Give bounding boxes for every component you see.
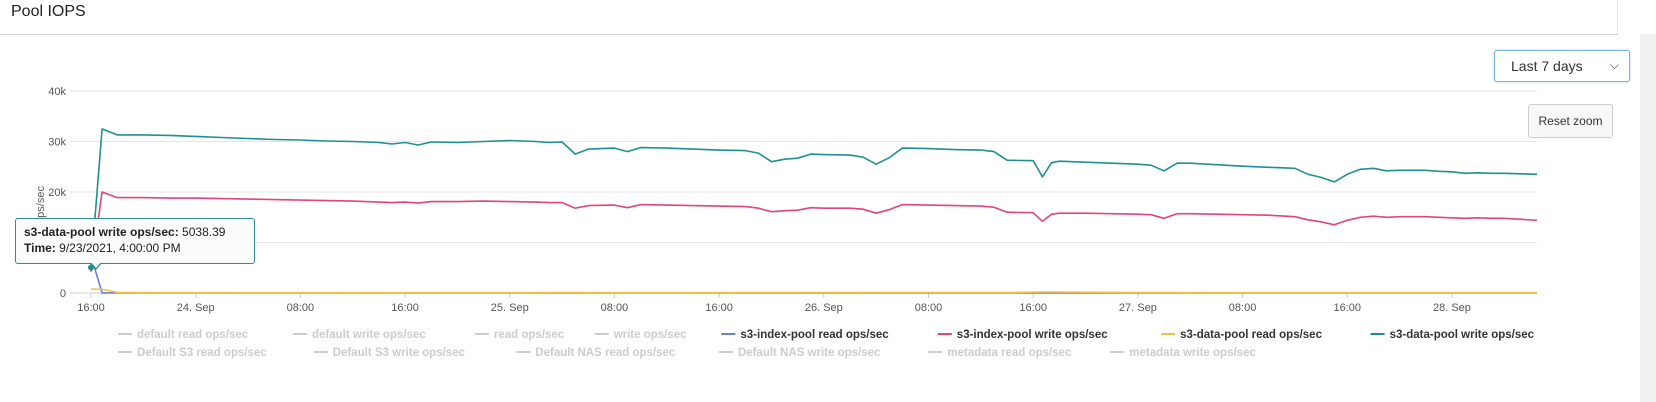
panel-title: Pool IOPS [11, 3, 86, 20]
x-tick-label: 24. Sep [177, 302, 215, 314]
chart-grid [70, 90, 1537, 294]
vertical-scrollbar[interactable] [1640, 34, 1656, 402]
y-tick-label: 20k [48, 187, 66, 199]
x-tick-label: 08:00 [287, 302, 315, 314]
y-tick-label: 30k [48, 137, 66, 149]
legend-item: Default NAS read ops/sec [535, 347, 676, 359]
panel-divider [1617, 0, 1618, 34]
time-range-select[interactable]: Last 7 days ⌵ [1494, 50, 1630, 82]
x-axis-ticks: 16:00 24. Sep 08:00 16:00 25. Sep 08:00 16:00 2… [77, 293, 1471, 314]
series-line [90, 128, 1538, 268]
chart-legend: default read ops/sec default write ops/se… [118, 329, 1535, 359]
tooltip-time-label: Time: [24, 241, 56, 255]
x-tick-label: 16:00 [391, 302, 419, 314]
legend-item: s3-index-pool read ops/sec [740, 329, 889, 341]
y-axis-label: ops/sec [35, 186, 47, 224]
x-tick-label: 08:00 [915, 302, 943, 314]
reset-zoom-button[interactable]: Reset zoom [1528, 104, 1613, 138]
chart-tooltip: s3-data-pool write ops/sec: 5038.39 Time… [15, 218, 255, 264]
legend-item: Default S3 read ops/sec [137, 347, 267, 359]
y-axis-ticks: 010k20k30k40k [48, 86, 66, 300]
y-tick-label: 40k [48, 86, 66, 98]
tooltip-value-line: s3-data-pool write ops/sec: 5038.39 [24, 224, 246, 240]
x-tick-label: 16:00 [77, 302, 105, 314]
y-tick-label: 0 [60, 288, 66, 300]
series-line [90, 262, 1537, 294]
tooltip-time-line: Time: 9/23/2021, 4:00:00 PM [24, 240, 246, 256]
x-tick-label: 16:00 [705, 302, 733, 314]
legend-item: read ops/sec [494, 329, 565, 341]
legend-item: Default S3 write ops/sec [333, 347, 466, 359]
chart-series [88, 128, 1538, 294]
x-tick-label: 08:00 [601, 302, 629, 314]
legend-item: default write ops/sec [312, 329, 426, 341]
legend-item: metadata read ops/sec [947, 347, 1072, 359]
legend-item: s3-data-pool read ops/sec [1180, 329, 1322, 341]
x-tick-label: 08:00 [1229, 302, 1257, 314]
tooltip-series-label: s3-data-pool write ops/sec: [24, 225, 179, 239]
tooltip-time-value: 9/23/2021, 4:00:00 PM [59, 241, 181, 255]
x-tick-label: 27. Sep [1119, 302, 1157, 314]
x-tick-label: 25. Sep [491, 302, 529, 314]
chevron-down-icon: ⌵ [1609, 58, 1619, 72]
legend-item: s3-data-pool write ops/sec [1390, 329, 1535, 341]
series-line [90, 191, 1538, 272]
legend-item: s3-index-pool write ops/sec [957, 329, 1108, 341]
legend-item: Default NAS write ops/sec [738, 347, 881, 359]
panel-header: Pool IOPS [0, 0, 1618, 35]
legend-item: write ops/sec [613, 329, 687, 341]
legend-item: metadata write ops/sec [1129, 347, 1256, 359]
x-tick-label: 28. Sep [1433, 302, 1471, 314]
x-tick-label: 26. Sep [805, 302, 843, 314]
tooltip-value: 5038.39 [182, 225, 226, 239]
legend-item: default read ops/sec [137, 329, 249, 341]
tooltip-pointer-fill [91, 262, 101, 268]
x-tick-label: 16:00 [1019, 302, 1047, 314]
series-line [90, 288, 1537, 294]
x-tick-label: 16:00 [1333, 302, 1361, 314]
time-range-label: Last 7 days [1511, 58, 1583, 74]
